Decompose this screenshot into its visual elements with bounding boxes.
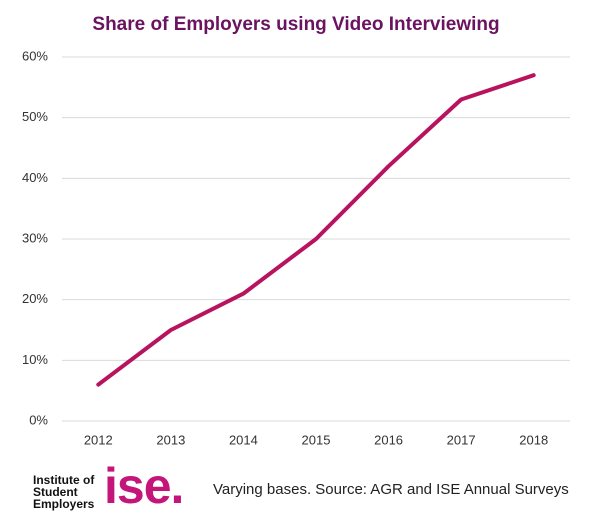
x-tick-label: 2012 [84,432,113,447]
x-tick-label: 2018 [519,432,548,447]
x-tick-label: 2013 [156,432,185,447]
logo-mark: ise. [104,458,183,514]
y-tick-label: 40% [22,170,48,185]
x-tick-label: 2016 [374,432,403,447]
logo: Institute of Student Employers ise. [33,458,184,514]
source-note: Varying bases. Source: AGR and ISE Annua… [213,481,569,498]
logo-line: Student [33,485,78,499]
x-tick-label: 2015 [302,432,331,447]
y-tick-label: 10% [22,352,48,367]
logo-line: Institute of [33,473,95,487]
y-tick-label: 20% [22,291,48,306]
chart-title: Share of Employers using Video Interview… [92,14,499,35]
y-tick-label: 30% [22,230,48,245]
y-tick-label: 0% [29,412,48,427]
y-tick-label: 50% [22,109,48,124]
data-line [96,73,536,387]
x-tick-label: 2017 [447,432,476,447]
x-tick-label: 2014 [229,432,258,447]
y-tick-label: 60% [22,48,48,63]
logo-line: Employers [33,497,95,511]
